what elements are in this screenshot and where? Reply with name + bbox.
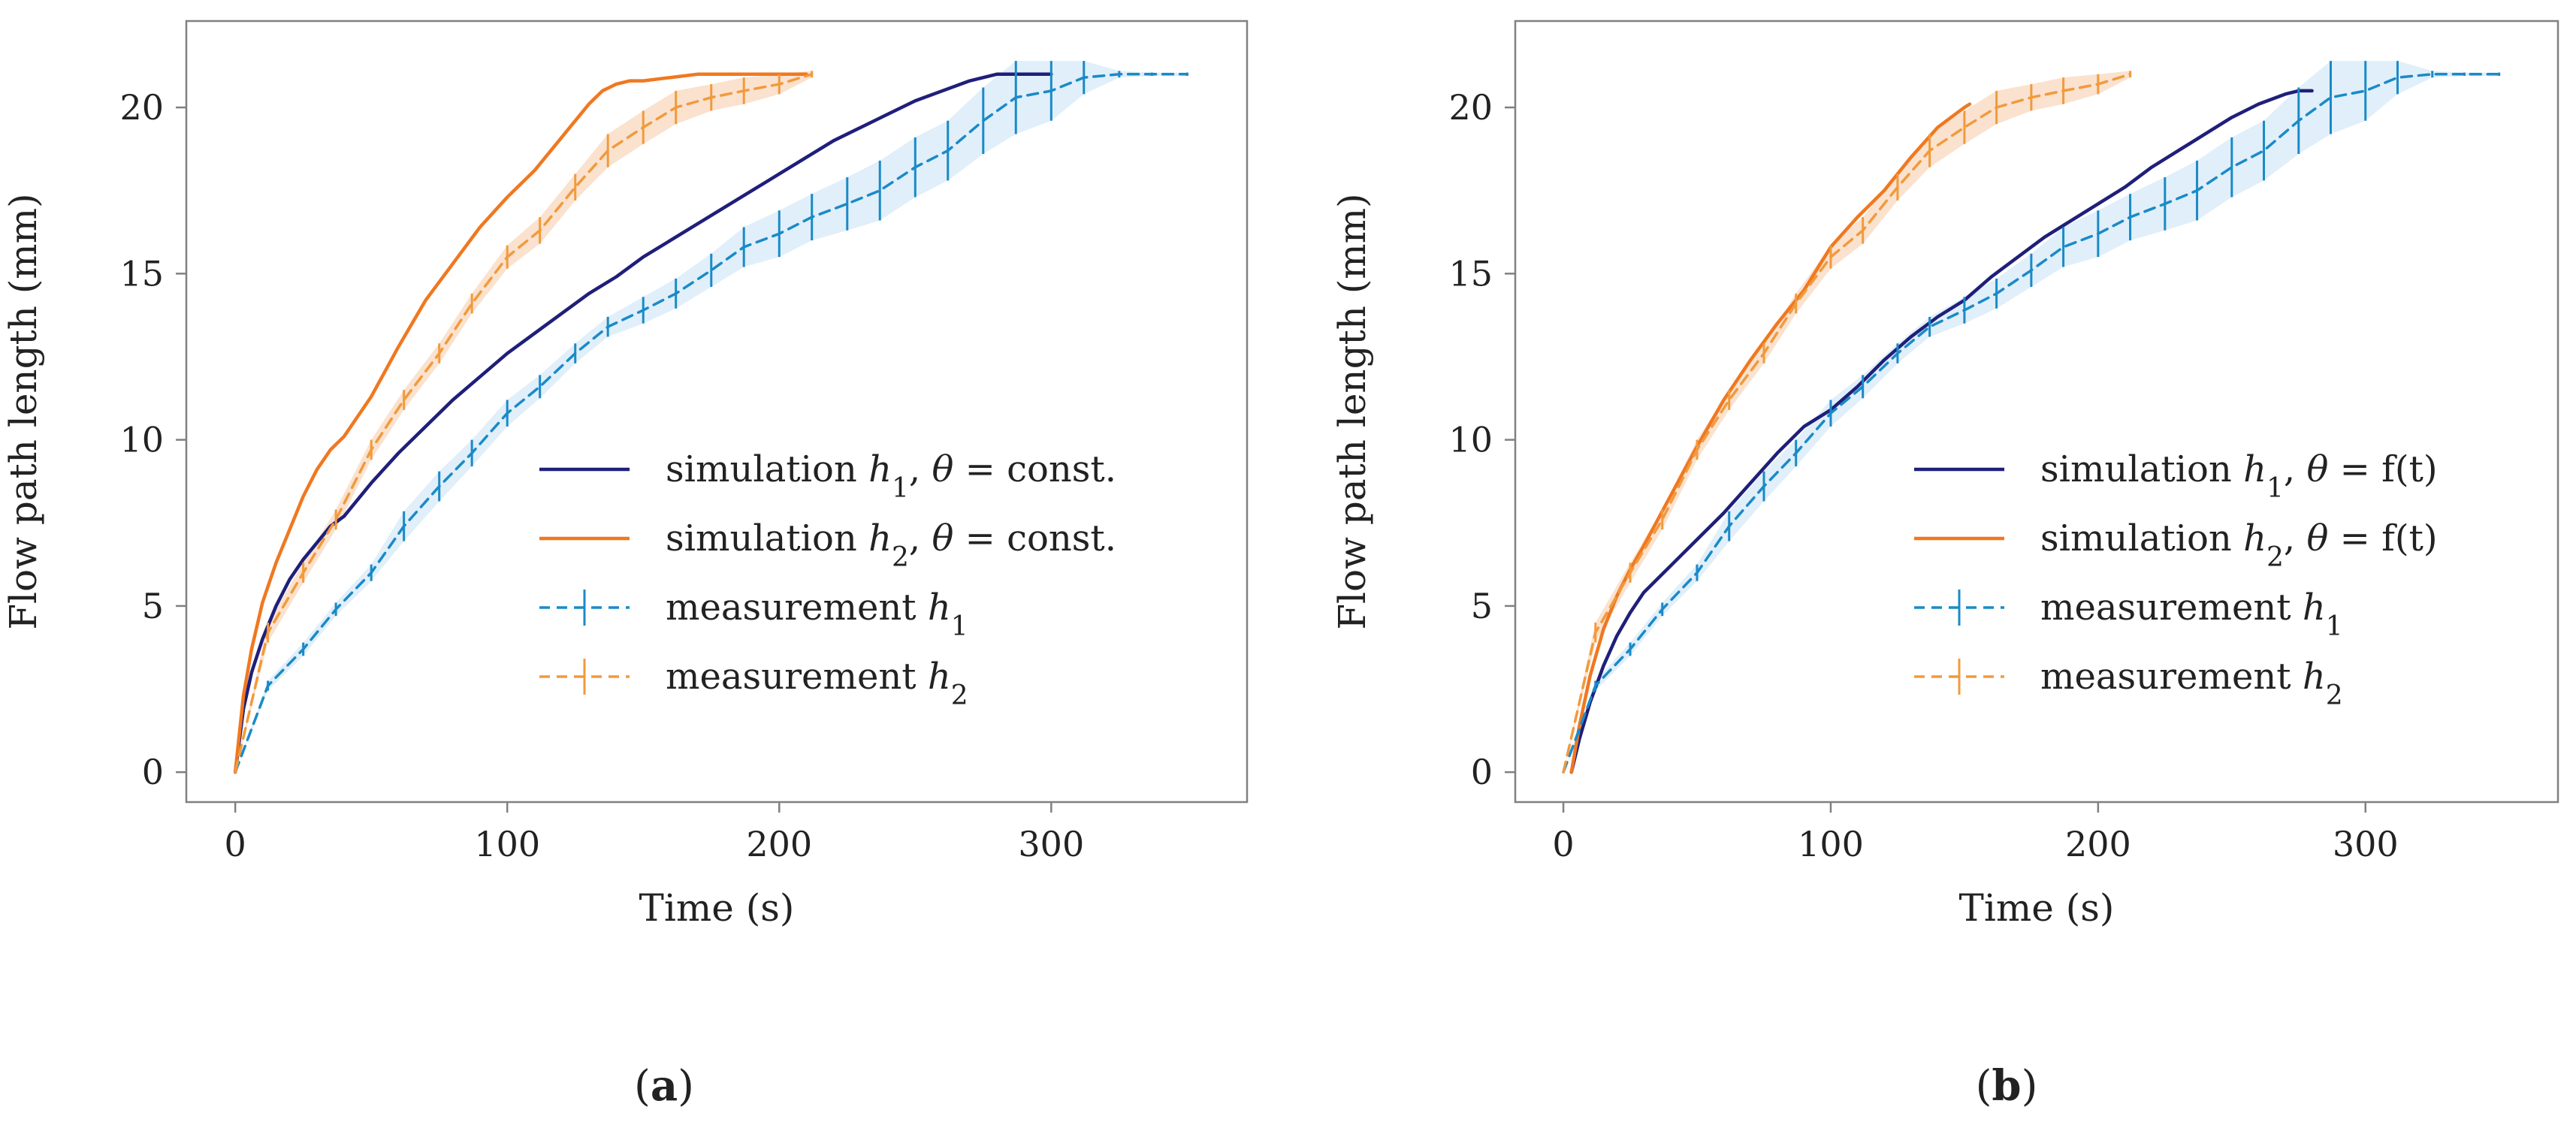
- y-tick-label: 5: [1471, 586, 1493, 626]
- x-tick-label: 100: [1798, 824, 1864, 864]
- legend-label: measurement h1: [2040, 587, 2343, 642]
- series-line-sim_h2: [1569, 102, 1972, 774]
- y-tick-label: 0: [142, 752, 164, 792]
- series-line-meas_h2: [1562, 73, 2132, 774]
- plot-area: [1562, 61, 2501, 774]
- x-tick-label: 0: [1552, 824, 1574, 864]
- series-line-sim_h1: [233, 72, 1053, 774]
- panel-a: 0 100 200 300 0 5 10 15 20 Time (s) Flow path leng…: [2, 20, 1249, 1111]
- axes-frame: [1514, 20, 2559, 804]
- y-tick-label: 20: [119, 87, 164, 128]
- x-tick-label: 200: [746, 824, 812, 864]
- legend-label: simulation h2, θ = f(t): [2040, 517, 2438, 573]
- series-line-meas_h2: [234, 73, 814, 774]
- x-tick-label: 100: [474, 824, 540, 864]
- series-line-meas_h1: [1562, 73, 2501, 774]
- x-tick-label: 300: [2333, 824, 2399, 864]
- series-line-sim_h2: [233, 72, 808, 774]
- x-tick-label: 0: [225, 824, 246, 864]
- legend-label: simulation h1, θ = f(t): [2040, 448, 2438, 504]
- y-tick-label: 20: [1448, 87, 1493, 128]
- legend-label: measurement h1: [666, 587, 968, 642]
- x-axis-title: Time (s): [639, 886, 795, 930]
- legend-label: simulation h2, θ = const.: [666, 517, 1116, 573]
- x-axis-title: Time (s): [1959, 886, 2115, 930]
- x-tick-label: 300: [1018, 824, 1084, 864]
- panel-b: 0 100 200 300 0 5 10 15 20 Time (s) Flow path leng…: [1330, 20, 2559, 1111]
- panel-label: (a): [634, 1061, 694, 1111]
- legend-label: measurement h2: [666, 656, 968, 711]
- panel-label: (b): [1976, 1061, 2038, 1111]
- y-tick-label: 10: [119, 420, 164, 460]
- confidence-band-meas_h1: [1563, 61, 2499, 773]
- legend-label: measurement h2: [2040, 656, 2343, 711]
- y-axis-title: Flow path length (mm): [1330, 193, 1374, 629]
- legend: simulation h1, θ = const. simulation h2, …: [539, 448, 1116, 711]
- y-axis-title: Flow path length (mm): [2, 193, 45, 629]
- y-tick-label: 10: [1448, 420, 1493, 460]
- axes-frame: [185, 20, 1249, 804]
- y-tick-label: 15: [1448, 253, 1493, 294]
- y-tick-label: 5: [142, 586, 164, 626]
- series-line-meas_h1: [234, 73, 1189, 774]
- x-tick-label: 200: [2065, 824, 2131, 864]
- legend: simulation h1, θ = f(t) simulation h2, θ …: [1914, 448, 2438, 711]
- plot-area: [233, 61, 1189, 774]
- y-tick-label: 15: [119, 253, 164, 294]
- y-tick-label: 0: [1471, 752, 1493, 792]
- legend-label: simulation h1, θ = const.: [666, 448, 1116, 504]
- series-line-sim_h1: [1569, 89, 2314, 774]
